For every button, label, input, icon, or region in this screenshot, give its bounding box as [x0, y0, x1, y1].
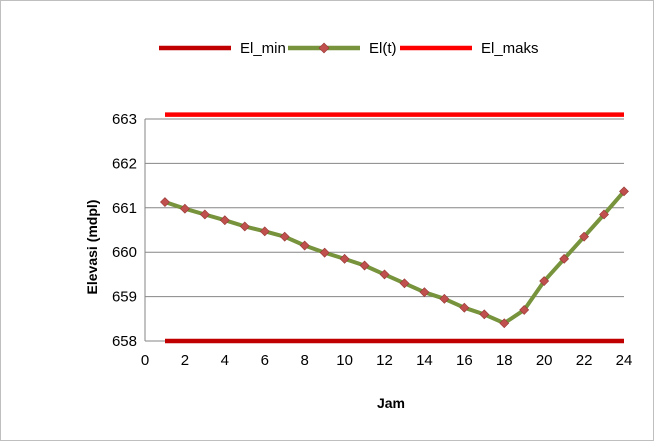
x-tick-label-22: 22: [576, 352, 593, 369]
data-point-el-t-24: [619, 186, 629, 197]
data-point-el-t-21: [559, 253, 570, 264]
legend: El_min El(t) El_maks: [159, 40, 539, 57]
data-point-el-t-9: [319, 247, 330, 258]
data-point-el-t-22: [579, 231, 590, 242]
x-tick-label-4: 4: [221, 352, 229, 369]
y-tick-label-661: 661: [112, 200, 137, 217]
data-point-el-t-7: [279, 231, 290, 242]
y-tick-label-663: 663: [112, 111, 137, 128]
x-tick-label-2: 2: [181, 352, 189, 369]
data-point-el-t-2: [179, 203, 190, 214]
x-tick-label-8: 8: [300, 352, 308, 369]
x-tick-label-16: 16: [456, 352, 473, 369]
data-point-el-t-23: [599, 209, 609, 220]
x-tick-label-6: 6: [261, 352, 269, 369]
data-point-el-t-17: [479, 309, 490, 320]
x-tick-label-14: 14: [416, 352, 433, 369]
x-tick-label-20: 20: [536, 352, 553, 369]
legend-label-el-min: El_min: [240, 40, 286, 57]
y-tick-label-662: 662: [112, 155, 137, 172]
gridlines: [145, 118, 624, 342]
data-point-el-t-11: [359, 260, 370, 271]
data-point-el-t-4: [219, 215, 230, 226]
y-axis-title: Elevasi (mdpl): [84, 200, 100, 295]
y-tick-label-660: 660: [112, 244, 137, 261]
data-point-el-t-5: [239, 221, 250, 232]
x-tick-label-10: 10: [336, 352, 353, 369]
legend-label-el-maks: El_maks: [481, 40, 539, 57]
series-line-el-t: [164, 190, 626, 326]
data-point-el-t-16: [459, 302, 470, 313]
data-point-el-t-18: [499, 318, 510, 329]
legend-label-el-t: El(t): [369, 40, 397, 57]
data-point-el-t-20: [539, 276, 550, 286]
data-point-el-t-10: [339, 253, 350, 264]
data-point-el-t-14: [419, 287, 430, 298]
data-point-el-t-1: [160, 197, 170, 207]
axes: [144, 119, 624, 342]
data-point-el-t-19: [519, 304, 530, 315]
x-tick-label-24: 24: [616, 352, 633, 369]
data-point-el-t-13: [399, 278, 410, 289]
legend-marker-el-t: [318, 42, 330, 54]
x-axis-title: Jam: [377, 395, 405, 411]
data-point-el-t-3: [199, 209, 210, 220]
data-point-el-t-15: [439, 293, 450, 304]
series: [160, 112, 629, 344]
x-tick-label-12: 12: [376, 352, 393, 369]
x-tick-label-18: 18: [496, 352, 513, 369]
data-point-el-t-12: [379, 269, 390, 280]
y-tick-label-658: 658: [112, 333, 137, 350]
x-tick-label-0: 0: [141, 352, 149, 369]
data-point-el-t-8: [299, 240, 310, 251]
y-tick-label-659: 659: [112, 289, 137, 306]
data-point-el-t-6: [259, 226, 270, 237]
